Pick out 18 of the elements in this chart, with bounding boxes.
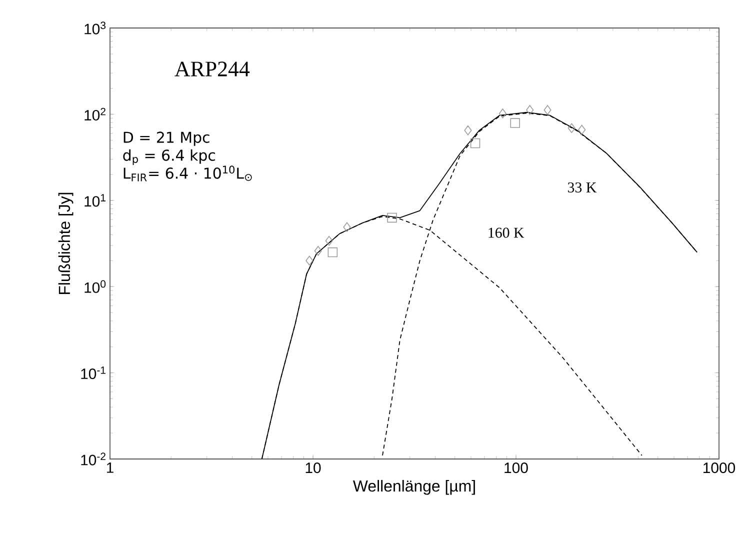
annotation: L$_{FIR}$= 6.4 · 10$^{10}$L$_{⊙}$ bbox=[124, 166, 252, 182]
y-tick-label: 10$^{3}$ bbox=[84, 22, 106, 34]
x-tick-label: 1 bbox=[106, 462, 114, 473]
annotation: 160 K bbox=[488, 228, 524, 238]
y-tick-label: 10$^{2}$ bbox=[84, 108, 106, 121]
y-tick-label: 10$^{0}$ bbox=[84, 280, 106, 293]
y-tick-label: 10$^{1}$ bbox=[84, 194, 106, 207]
annotation: 33 K bbox=[568, 182, 597, 192]
x-axis-title: Wellenlänge [µm] bbox=[352, 480, 475, 495]
annotation: D = 21 Mpc bbox=[124, 132, 210, 146]
annotation: d$_{p}$ = 6.4 kpc bbox=[123, 149, 215, 165]
x-tick-label: 100 bbox=[504, 462, 528, 474]
y-axis-title: Flußdichte [Jy] bbox=[58, 192, 74, 294]
y-tick-label: 10$^{-2}$ bbox=[81, 452, 106, 466]
text: ARP244 bbox=[174, 62, 250, 76]
x-tick-label: 10 bbox=[306, 462, 321, 474]
x-tick-label: 1000 bbox=[704, 462, 736, 474]
y-tick-label: 10$^{-1}$ bbox=[81, 366, 106, 380]
